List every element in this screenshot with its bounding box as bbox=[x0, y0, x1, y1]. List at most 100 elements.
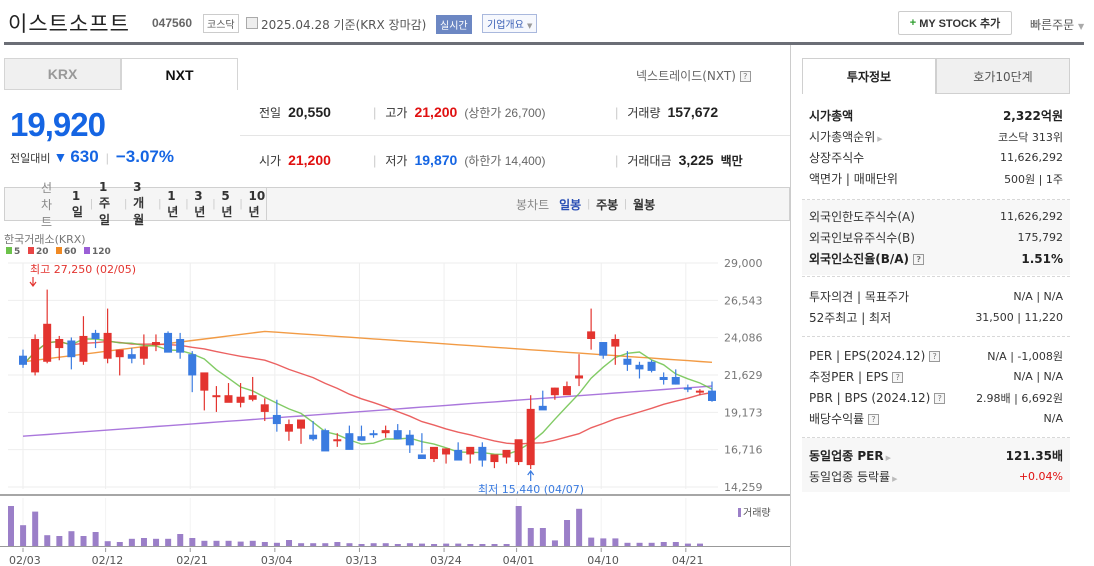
candle bbox=[647, 361, 656, 371]
ma5-line bbox=[22, 338, 713, 456]
quick-order-dropdown[interactable]: 빠른주문 ▼ bbox=[1030, 16, 1084, 33]
info-value: 코스닥 313위 bbox=[998, 130, 1063, 144]
stat-label: 거래량 bbox=[627, 106, 661, 120]
separator: | bbox=[615, 105, 619, 120]
volume-bar bbox=[576, 508, 583, 546]
price-chart[interactable]: 한국거래소(KRX)5 20 60 120 29,000 26,543 24,086 21,6… bbox=[0, 228, 790, 566]
volume-bar bbox=[624, 542, 631, 546]
volume-bar bbox=[128, 538, 135, 546]
info-row: 52주최고 | 최저 31,500 | 11,220 bbox=[802, 307, 1070, 328]
info-row: 투자의견 | 목표주가 N/A | N/A bbox=[802, 286, 1070, 307]
tab-nxt[interactable]: NXT bbox=[121, 58, 238, 90]
candle bbox=[405, 434, 414, 446]
divider bbox=[802, 336, 1070, 337]
candle bbox=[611, 338, 620, 347]
add-mystock-button[interactable]: + MY STOCK 추가 bbox=[898, 11, 1012, 35]
volume-bar bbox=[225, 540, 232, 546]
candle bbox=[309, 434, 318, 440]
tab-10year[interactable]: 10년 bbox=[248, 188, 266, 219]
base-date: 2025.04.28 기준(KRX 장마감) bbox=[261, 18, 427, 32]
tab-daily[interactable]: 일봉 bbox=[559, 197, 582, 212]
add-mystock-label: MY STOCK 추가 bbox=[919, 18, 1001, 30]
change-percent: −3.07% bbox=[115, 147, 174, 166]
volume-bar bbox=[431, 544, 438, 546]
realtime-button[interactable]: 실시간 bbox=[436, 15, 472, 34]
volume-bar bbox=[201, 540, 208, 546]
volume-bar bbox=[286, 540, 293, 546]
info-value: N/A | -1,008원 bbox=[987, 349, 1063, 363]
info-label-link[interactable]: 동일업종 등락률 ▶ bbox=[809, 468, 898, 485]
x-axis-tick: 04/21 bbox=[672, 554, 704, 566]
candle bbox=[55, 338, 64, 349]
volume-bar bbox=[491, 544, 498, 546]
tab-3month[interactable]: 3개월 bbox=[133, 180, 145, 227]
info-row: 상장주식수 11,626,292 bbox=[802, 147, 1070, 168]
x-axis-tick: 03/04 bbox=[261, 554, 293, 566]
tab-orderbook[interactable]: 호가10단계 bbox=[936, 58, 1070, 94]
stat-label: 저가 bbox=[385, 154, 408, 168]
tab-1year[interactable]: 1년 bbox=[167, 188, 179, 219]
stat-label: 전일 bbox=[259, 106, 282, 120]
help-icon[interactable]: ? bbox=[892, 372, 904, 383]
help-icon[interactable]: ? bbox=[739, 71, 751, 82]
candle bbox=[79, 335, 88, 362]
tab-3year[interactable]: 3년 bbox=[194, 188, 206, 219]
volume-bar bbox=[8, 506, 14, 546]
volume-bar bbox=[370, 543, 377, 546]
tab-krx[interactable]: KRX bbox=[4, 58, 121, 90]
info-section-foreign: 외국인한도주식수(A) 11,626,292 외국인보유주식수(B) 175,792… bbox=[802, 200, 1070, 275]
volume-bar bbox=[443, 543, 450, 546]
info-section-valuation: PER | EPS(2024.12) ? N/A | -1,008원 추정PER … bbox=[802, 345, 1070, 429]
help-icon[interactable]: ? bbox=[868, 414, 880, 425]
company-overview-dropdown[interactable]: 기업개요 ▼ bbox=[482, 14, 538, 33]
x-axis-tick: 02/03 bbox=[9, 554, 41, 566]
candle bbox=[526, 408, 535, 466]
candle bbox=[19, 355, 27, 365]
separator: | bbox=[90, 198, 94, 210]
legend-label: 5 bbox=[14, 247, 20, 257]
exchange-tabs: KRX NXT bbox=[4, 58, 238, 90]
tab-1week[interactable]: 1주일 bbox=[99, 180, 111, 227]
x-axis-tick: 02/12 bbox=[92, 554, 124, 566]
info-label-link[interactable]: 시가총액순위 ▶ bbox=[809, 128, 883, 145]
low-annotation: 최저 15,440 (04/07) bbox=[478, 483, 584, 496]
candle bbox=[248, 395, 257, 400]
x-axis-tick: 03/24 bbox=[430, 554, 462, 566]
info-label: 추정PER | EPS bbox=[809, 370, 889, 384]
candle bbox=[695, 390, 704, 393]
candle bbox=[272, 414, 281, 425]
separator: | bbox=[124, 198, 128, 210]
info-label: 투자의견 | 목표주가 bbox=[809, 290, 909, 304]
info-label: 액면가 | 매매단위 bbox=[809, 172, 898, 186]
help-icon[interactable]: ? bbox=[913, 254, 925, 265]
help-icon[interactable]: ? bbox=[929, 350, 941, 362]
candle bbox=[575, 375, 584, 379]
volume-bar bbox=[600, 538, 607, 546]
tab-weekly[interactable]: 주봉 bbox=[596, 197, 619, 212]
stat-label: 거래대금 bbox=[627, 154, 672, 168]
separator: | bbox=[624, 198, 628, 210]
candle bbox=[490, 454, 499, 463]
volume-bar bbox=[455, 543, 462, 546]
separator: | bbox=[105, 151, 109, 165]
divider bbox=[802, 437, 1070, 438]
separator: | bbox=[615, 153, 619, 168]
tab-monthly[interactable]: 월봉 bbox=[633, 197, 656, 212]
chevron-down-icon: ▼ bbox=[1078, 22, 1085, 31]
chevron-down-icon: ▼ bbox=[527, 22, 533, 30]
info-label-link[interactable]: 동일업종 PER ▶ bbox=[809, 447, 891, 464]
up-arrow-icon bbox=[527, 470, 535, 481]
tab-1day[interactable]: 1일 bbox=[71, 188, 83, 219]
candle bbox=[562, 386, 571, 396]
volume-bar bbox=[44, 535, 51, 546]
help-icon[interactable]: ? bbox=[934, 392, 946, 404]
x-axis-tick: 04/10 bbox=[587, 554, 619, 566]
candle bbox=[502, 449, 511, 458]
info-value: 1.51% bbox=[1021, 251, 1063, 266]
candle bbox=[200, 372, 209, 391]
divider bbox=[802, 276, 1070, 277]
tab-5year[interactable]: 5년 bbox=[221, 188, 233, 219]
tab-investment-info[interactable]: 투자정보 bbox=[802, 58, 936, 94]
candle bbox=[151, 342, 160, 346]
stat-volume: | 거래량 157,672 bbox=[615, 104, 718, 121]
